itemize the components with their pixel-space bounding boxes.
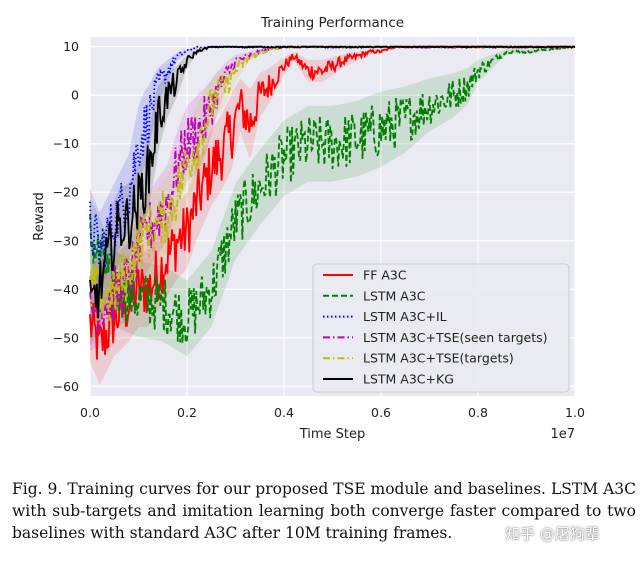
series-line bbox=[89, 45, 575, 344]
y-tick-label: −10 bbox=[53, 136, 79, 151]
confidence-band bbox=[90, 46, 575, 352]
y-tick-label: −20 bbox=[53, 185, 79, 200]
y-axis-label: Reward bbox=[32, 192, 47, 240]
confidence-band bbox=[90, 46, 575, 385]
training-performance-chart: Training Performance 0.0 0.2 0.4 0.6 0.8 1.0 1… bbox=[32, 15, 585, 442]
legend-label: LSTM A3C+IL bbox=[363, 309, 447, 324]
legend-label: LSTM A3C bbox=[363, 288, 426, 303]
x-tick-label: 0.6 bbox=[371, 405, 391, 420]
series-line bbox=[89, 45, 576, 319]
figure-caption: Fig. 9. Training curves for our proposed… bbox=[12, 480, 636, 542]
axis-ticks: 0.0 0.2 0.4 0.6 0.8 1.0 10 0 −10 −20 −30 −40 −50 −60 bbox=[53, 39, 585, 420]
legend: FF A3C LSTM A3C LSTM A3C+IL LSTM A3C+TSE(se… bbox=[312, 263, 570, 393]
x-axis-label: Time Step bbox=[299, 427, 366, 442]
x-tick-label: 0.2 bbox=[177, 405, 197, 420]
x-tick-label: 0.4 bbox=[274, 405, 294, 420]
y-tick-label: −50 bbox=[53, 330, 79, 345]
x-tick-label: 0.0 bbox=[80, 405, 100, 420]
confidence-band bbox=[90, 46, 575, 357]
series-lines bbox=[89, 45, 576, 360]
y-tick-label: −30 bbox=[53, 233, 79, 248]
legend-box bbox=[312, 263, 570, 393]
y-tick-label: −60 bbox=[53, 379, 79, 394]
legend-label: FF A3C bbox=[363, 268, 407, 283]
y-tick-label: 0 bbox=[71, 88, 79, 103]
legend-label: LSTM A3C+TSE(targets) bbox=[363, 351, 514, 366]
chart-title: Training Performance bbox=[260, 15, 404, 31]
x-tick-label: 0.8 bbox=[468, 405, 488, 420]
y-tick-label: −40 bbox=[53, 282, 79, 297]
x-tick-label: 1.0 bbox=[565, 405, 585, 420]
x-axis-scale-label: 1e7 bbox=[550, 427, 575, 442]
y-tick-label: 10 bbox=[63, 39, 79, 54]
watermark: 知乎 @屠狗辈 bbox=[505, 525, 600, 543]
legend-label: LSTM A3C+TSE(seen targets) bbox=[363, 330, 548, 345]
legend-label: LSTM A3C+KG bbox=[363, 372, 454, 387]
